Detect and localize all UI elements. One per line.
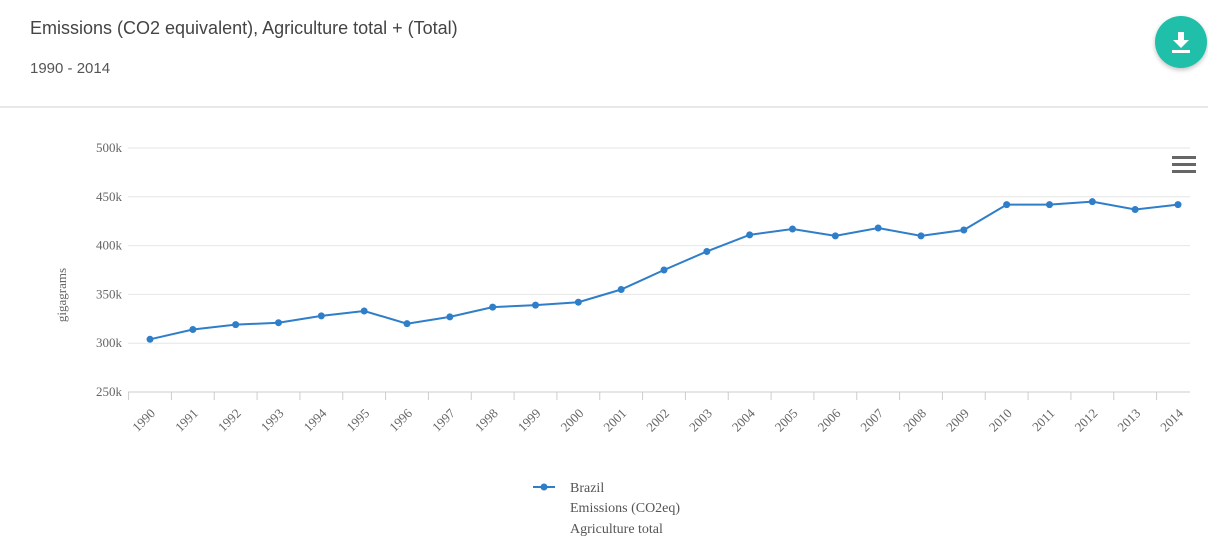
download-icon — [1172, 32, 1190, 53]
data-point[interactable] — [1131, 205, 1139, 213]
x-tick-label: 2001 — [600, 406, 629, 435]
data-point[interactable] — [360, 307, 368, 315]
data-point[interactable] — [960, 226, 968, 234]
data-point[interactable] — [831, 232, 839, 240]
data-point[interactable] — [189, 326, 197, 334]
x-tick-label: 1991 — [172, 406, 201, 435]
x-tick-label: 1997 — [429, 405, 458, 434]
y-tick-label: 500k — [96, 140, 123, 155]
legend[interactable]: Brazil Emissions (CO2eq) Agriculture tot… — [533, 481, 680, 537]
data-point[interactable] — [403, 320, 411, 328]
data-point[interactable] — [317, 312, 325, 320]
data-point[interactable] — [1174, 201, 1182, 209]
chart-title: Emissions (CO2 equivalent), Agriculture … — [30, 18, 458, 38]
chart-header: Emissions (CO2 equivalent), Agriculture … — [0, 0, 1208, 108]
x-tick-label: 2005 — [772, 406, 801, 435]
data-point[interactable] — [703, 247, 711, 255]
data-point[interactable] — [660, 266, 668, 274]
x-tick-label: 2004 — [729, 405, 758, 434]
data-point[interactable] — [1003, 201, 1011, 209]
data-point[interactable] — [1088, 198, 1096, 206]
data-point[interactable] — [532, 301, 539, 309]
grid-lines — [128, 147, 1190, 393]
hamburger-menu-icon[interactable] — [1172, 156, 1196, 173]
y-tick-label: 350k — [96, 286, 123, 301]
x-tick-label: 2007 — [857, 405, 886, 434]
data-point[interactable] — [232, 321, 240, 329]
data-point[interactable] — [446, 313, 454, 321]
y-tick-label: 300k — [96, 335, 123, 350]
data-point[interactable] — [746, 231, 754, 239]
data-point[interactable] — [789, 225, 796, 233]
x-tick-label: 1999 — [515, 406, 544, 435]
data-point[interactable] — [146, 335, 154, 343]
chart-subtitle: 1990 - 2014 — [30, 60, 111, 77]
x-axis-ticks: 1990 1991 1992 1993 1994 1995 1996 1997 1998 1999… — [128, 392, 1186, 435]
data-point[interactable] — [917, 232, 925, 240]
data-point[interactable] — [617, 286, 625, 294]
x-tick-label: 2002 — [643, 406, 672, 435]
x-tick-label: 2006 — [814, 405, 843, 434]
x-tick-label: 1990 — [129, 406, 158, 435]
legend-marker — [540, 483, 548, 491]
y-tick-label: 450k — [96, 189, 123, 204]
x-tick-label: 1992 — [215, 406, 244, 435]
x-tick-label: 2003 — [686, 406, 715, 435]
x-tick-label: 2008 — [900, 406, 929, 435]
x-tick-label: 2009 — [943, 406, 972, 435]
y-axis-label: gigagrams — [54, 268, 69, 322]
legend-label-line-3: Agriculture total — [570, 522, 663, 537]
data-point[interactable] — [1046, 201, 1053, 209]
download-button[interactable] — [1155, 16, 1207, 68]
data-point[interactable] — [574, 298, 582, 306]
data-point[interactable] — [275, 319, 282, 327]
x-tick-label: 2010 — [986, 406, 1015, 435]
y-axis-ticks: 250k 300k 350k 400k 450k 500k — [96, 140, 123, 399]
x-tick-label: 1995 — [343, 406, 372, 435]
data-point[interactable] — [874, 224, 882, 232]
legend-label-line-1: Brazil — [570, 481, 604, 496]
data-point[interactable] — [489, 303, 497, 311]
series-brazil — [146, 198, 1182, 343]
x-tick-label: 2012 — [1071, 406, 1100, 435]
x-tick-label: 1994 — [300, 405, 329, 434]
x-tick-label: 2000 — [557, 406, 586, 435]
y-tick-label: 400k — [96, 238, 123, 253]
x-tick-label: 1998 — [472, 406, 501, 435]
x-tick-label: 1996 — [386, 405, 415, 434]
legend-label-line-2: Emissions (CO2eq) — [570, 501, 680, 516]
y-tick-label: 250k — [96, 384, 123, 399]
x-tick-label: 2014 — [1157, 405, 1186, 434]
x-tick-label: 1993 — [258, 406, 287, 435]
x-tick-label: 2011 — [1029, 406, 1058, 435]
x-tick-label: 2013 — [1114, 406, 1143, 435]
